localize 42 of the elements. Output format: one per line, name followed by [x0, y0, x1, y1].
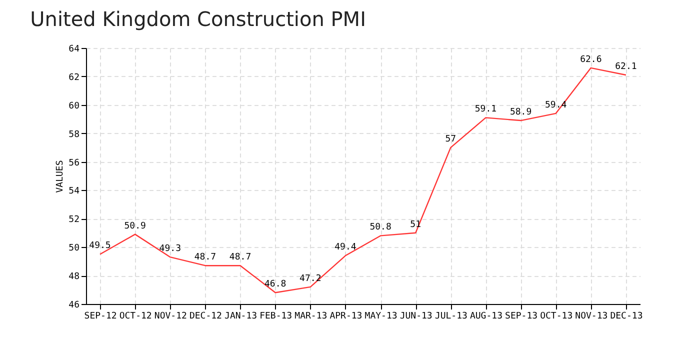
- data-label: 49.3: [159, 244, 181, 254]
- y-tick-label: 46: [68, 300, 80, 310]
- x-tick-label: SEP-12: [84, 312, 117, 322]
- x-tick-label: AUG-13: [470, 312, 502, 322]
- y-tick-label: 52: [68, 215, 80, 226]
- y-tick-label: 54: [68, 186, 80, 197]
- data-label: 50.8: [370, 222, 392, 233]
- y-tick-label: 62: [68, 72, 80, 83]
- y-tick-label: 60: [68, 101, 80, 112]
- data-label: 62.6: [580, 54, 602, 65]
- x-tick-label: DEC-13: [610, 312, 643, 322]
- x-tick-label: OCT-12: [119, 312, 152, 322]
- data-label: 59.1: [474, 104, 497, 115]
- data-label: 49.4: [334, 242, 356, 253]
- x-tick-label: NOV-12: [154, 312, 187, 322]
- x-tick-label: JAN-13: [224, 312, 258, 322]
- data-label: 57: [445, 134, 456, 145]
- x-tick-label: JUN-13: [400, 312, 432, 322]
- chart-title: United Kingdom Construction PMI: [30, 7, 366, 31]
- y-tick-label: 48: [68, 272, 80, 282]
- x-tick-label: MAY-13: [364, 312, 398, 322]
- x-tick-label: MAR-13: [294, 312, 328, 322]
- x-tick-label: OCT-13: [540, 312, 573, 322]
- x-tick-label: NOV-13: [575, 312, 608, 322]
- x-tick-label: FEB-13: [260, 312, 292, 322]
- data-label: 58.9: [510, 108, 532, 118]
- y-axis-title: VALUES: [56, 160, 66, 193]
- x-tick-label: SEP-13: [505, 312, 538, 322]
- data-label: 48.7: [194, 252, 216, 263]
- data-label: 49.5: [89, 241, 111, 252]
- y-tick-label: 58: [68, 130, 80, 140]
- x-tick-label: APR-13: [330, 312, 362, 322]
- data-label: 47.2: [300, 274, 322, 284]
- data-label: 50.9: [124, 221, 146, 232]
- x-tick-label: DEC-12: [189, 312, 222, 322]
- data-label: 48.7: [229, 252, 252, 263]
- data-label: 46.8: [264, 280, 286, 290]
- y-tick-label: 64: [68, 44, 80, 54]
- x-tick-label: JUL-13: [434, 312, 468, 322]
- y-tick-label: 56: [68, 158, 80, 168]
- y-tick-label: 50: [68, 244, 80, 254]
- data-label: 62.1: [615, 62, 637, 72]
